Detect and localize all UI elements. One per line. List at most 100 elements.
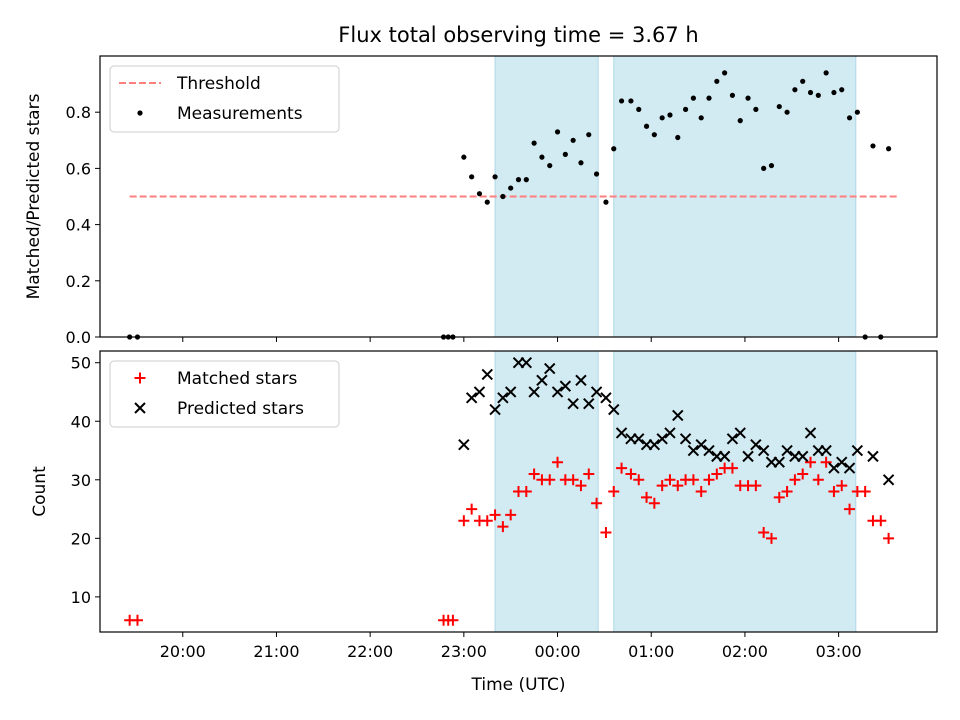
- data-point: [698, 115, 704, 121]
- data-point: [682, 106, 689, 112]
- x-tick-label: 23:00: [441, 642, 487, 661]
- data-point: [820, 456, 832, 468]
- y-axis-label: Matched/Predicted stars: [24, 93, 44, 299]
- y-tick-label: 0.8: [66, 103, 91, 122]
- data-point: [690, 95, 696, 101]
- y-tick-label: 0.0: [66, 328, 91, 347]
- data-point: [867, 450, 879, 463]
- y-tick-label: 50: [71, 354, 91, 373]
- data-point: [465, 392, 478, 404]
- data-point: [562, 151, 568, 157]
- data-point: [600, 392, 612, 404]
- data-point: [484, 199, 490, 205]
- data-point: [628, 98, 634, 104]
- data-point: [726, 462, 738, 474]
- data-point: [648, 497, 660, 509]
- data-point: [679, 433, 692, 445]
- data-point: [636, 106, 642, 112]
- data-point: [554, 129, 561, 135]
- data-point: [618, 98, 625, 104]
- series-matched-stars: [124, 456, 895, 626]
- data-point: [458, 515, 470, 527]
- data-point: [536, 374, 548, 386]
- data-point: [481, 368, 493, 381]
- data-point: [131, 614, 143, 626]
- data-point: [820, 444, 832, 457]
- data-point: [839, 87, 845, 93]
- data-point: [497, 521, 509, 533]
- data-point: [583, 397, 595, 410]
- data-point: [659, 115, 665, 121]
- data-point: [528, 468, 540, 480]
- data-point: [664, 474, 676, 486]
- data-point: [672, 480, 684, 492]
- legend-swatch: [137, 110, 143, 116]
- data-point: [586, 132, 592, 138]
- y-tick-label: 30: [71, 471, 91, 490]
- data-point: [575, 480, 587, 492]
- legend: Threshold Measurements: [109, 65, 340, 133]
- data-point: [656, 480, 668, 492]
- data-point: [753, 106, 759, 112]
- x-tick-label: 02:00: [722, 642, 768, 661]
- data-point: [773, 491, 785, 503]
- y-tick-label: 20: [71, 529, 91, 548]
- data-point: [489, 509, 501, 521]
- observing-span: [613, 350, 857, 633]
- data-point: [836, 456, 848, 468]
- data-point: [882, 474, 895, 486]
- data-point: [851, 444, 864, 457]
- data-point: [687, 444, 700, 457]
- y-tick-label: 0.2: [66, 272, 91, 291]
- data-point: [544, 362, 556, 375]
- data-point: [528, 386, 540, 398]
- data-point: [846, 115, 853, 121]
- data-point: [615, 427, 628, 439]
- data-point: [807, 89, 814, 96]
- data-point: [648, 438, 661, 451]
- data-point: [796, 450, 809, 463]
- data-point: [575, 374, 587, 386]
- data-point: [625, 468, 637, 480]
- data-point: [481, 515, 493, 527]
- data-point: [656, 433, 668, 445]
- axes-frame: [99, 350, 938, 633]
- data-point: [776, 103, 782, 110]
- data-point: [505, 509, 517, 521]
- data-point: [547, 162, 553, 169]
- data-point: [854, 109, 860, 115]
- data-point: [875, 515, 887, 527]
- data-point: [800, 78, 806, 84]
- data-point: [781, 486, 793, 497]
- data-point: [711, 468, 723, 480]
- data-point: [703, 474, 715, 486]
- y-tick-label: 0.4: [66, 216, 91, 235]
- data-point: [559, 380, 572, 392]
- data-point: [476, 191, 483, 197]
- data-point: [737, 118, 743, 124]
- y-tick-label: 10: [71, 588, 91, 607]
- data-point: [593, 171, 600, 177]
- data-point: [703, 444, 715, 457]
- data-point: [552, 456, 564, 468]
- data-point: [815, 92, 821, 98]
- observing-span: [494, 350, 599, 633]
- data-point: [804, 427, 817, 439]
- data-point: [508, 185, 514, 191]
- data-point: [458, 438, 470, 451]
- y-tick-label: 0.6: [66, 159, 91, 178]
- data-point: [675, 134, 681, 141]
- data-point: [539, 154, 545, 160]
- legend-swatch: [134, 402, 146, 414]
- data-point: [757, 444, 770, 457]
- data-point: [844, 503, 856, 515]
- data-point: [761, 165, 767, 171]
- data-point: [616, 462, 628, 474]
- data-point: [583, 468, 595, 480]
- data-point: [828, 462, 840, 474]
- data-point: [687, 474, 699, 486]
- data-point: [608, 486, 620, 497]
- series-predicted-stars: [458, 357, 895, 486]
- data-point: [489, 403, 501, 416]
